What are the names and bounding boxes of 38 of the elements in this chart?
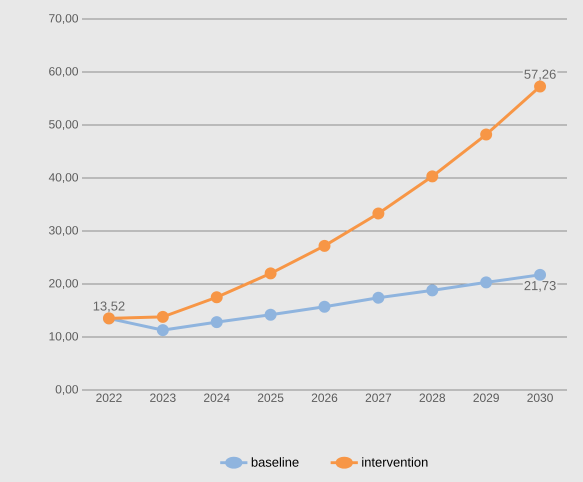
point — [372, 292, 384, 304]
x-tick-label: 2030 — [527, 394, 553, 402]
data-label: 13,52 — [94, 301, 124, 312]
y-tick-label: 60,00 — [49, 67, 78, 77]
x-tick-label: 2024 — [204, 394, 230, 402]
point — [210, 291, 223, 304]
point — [318, 300, 330, 313]
data-label: 57,26 — [524, 70, 556, 80]
point — [480, 128, 492, 141]
legend-label: baseline — [252, 457, 299, 467]
point — [426, 284, 438, 296]
y-tick-label: 20,00 — [49, 279, 78, 289]
y-tick-label: 10,00 — [49, 332, 78, 342]
x-tick-label: 2029 — [473, 394, 499, 402]
point — [156, 324, 169, 336]
x-tick-label: 2025 — [258, 394, 284, 402]
point — [264, 267, 277, 280]
data-label: 21,73 — [524, 281, 556, 292]
x-tick-label: 2027 — [366, 394, 392, 402]
x-tick-label: 2026 — [312, 394, 338, 402]
x-tick-label: 2022 — [96, 394, 122, 402]
y-tick-label: 70,00 — [49, 14, 78, 24]
y-tick-label: 30,00 — [49, 226, 78, 236]
point — [210, 316, 223, 328]
point — [264, 308, 277, 321]
x-tick-label: 2028 — [420, 394, 446, 402]
point — [426, 170, 438, 182]
point — [480, 276, 492, 288]
point — [372, 208, 384, 220]
point — [156, 310, 169, 323]
y-tick-label: 40,00 — [48, 173, 78, 183]
point — [534, 80, 546, 92]
point — [534, 268, 546, 281]
legend-label: intervention — [362, 457, 428, 467]
y-tick-label: 0,00 — [56, 385, 78, 395]
y-tick-label: 50,00 — [49, 120, 78, 130]
x-tick-label: 2023 — [150, 394, 176, 402]
point — [318, 240, 330, 252]
